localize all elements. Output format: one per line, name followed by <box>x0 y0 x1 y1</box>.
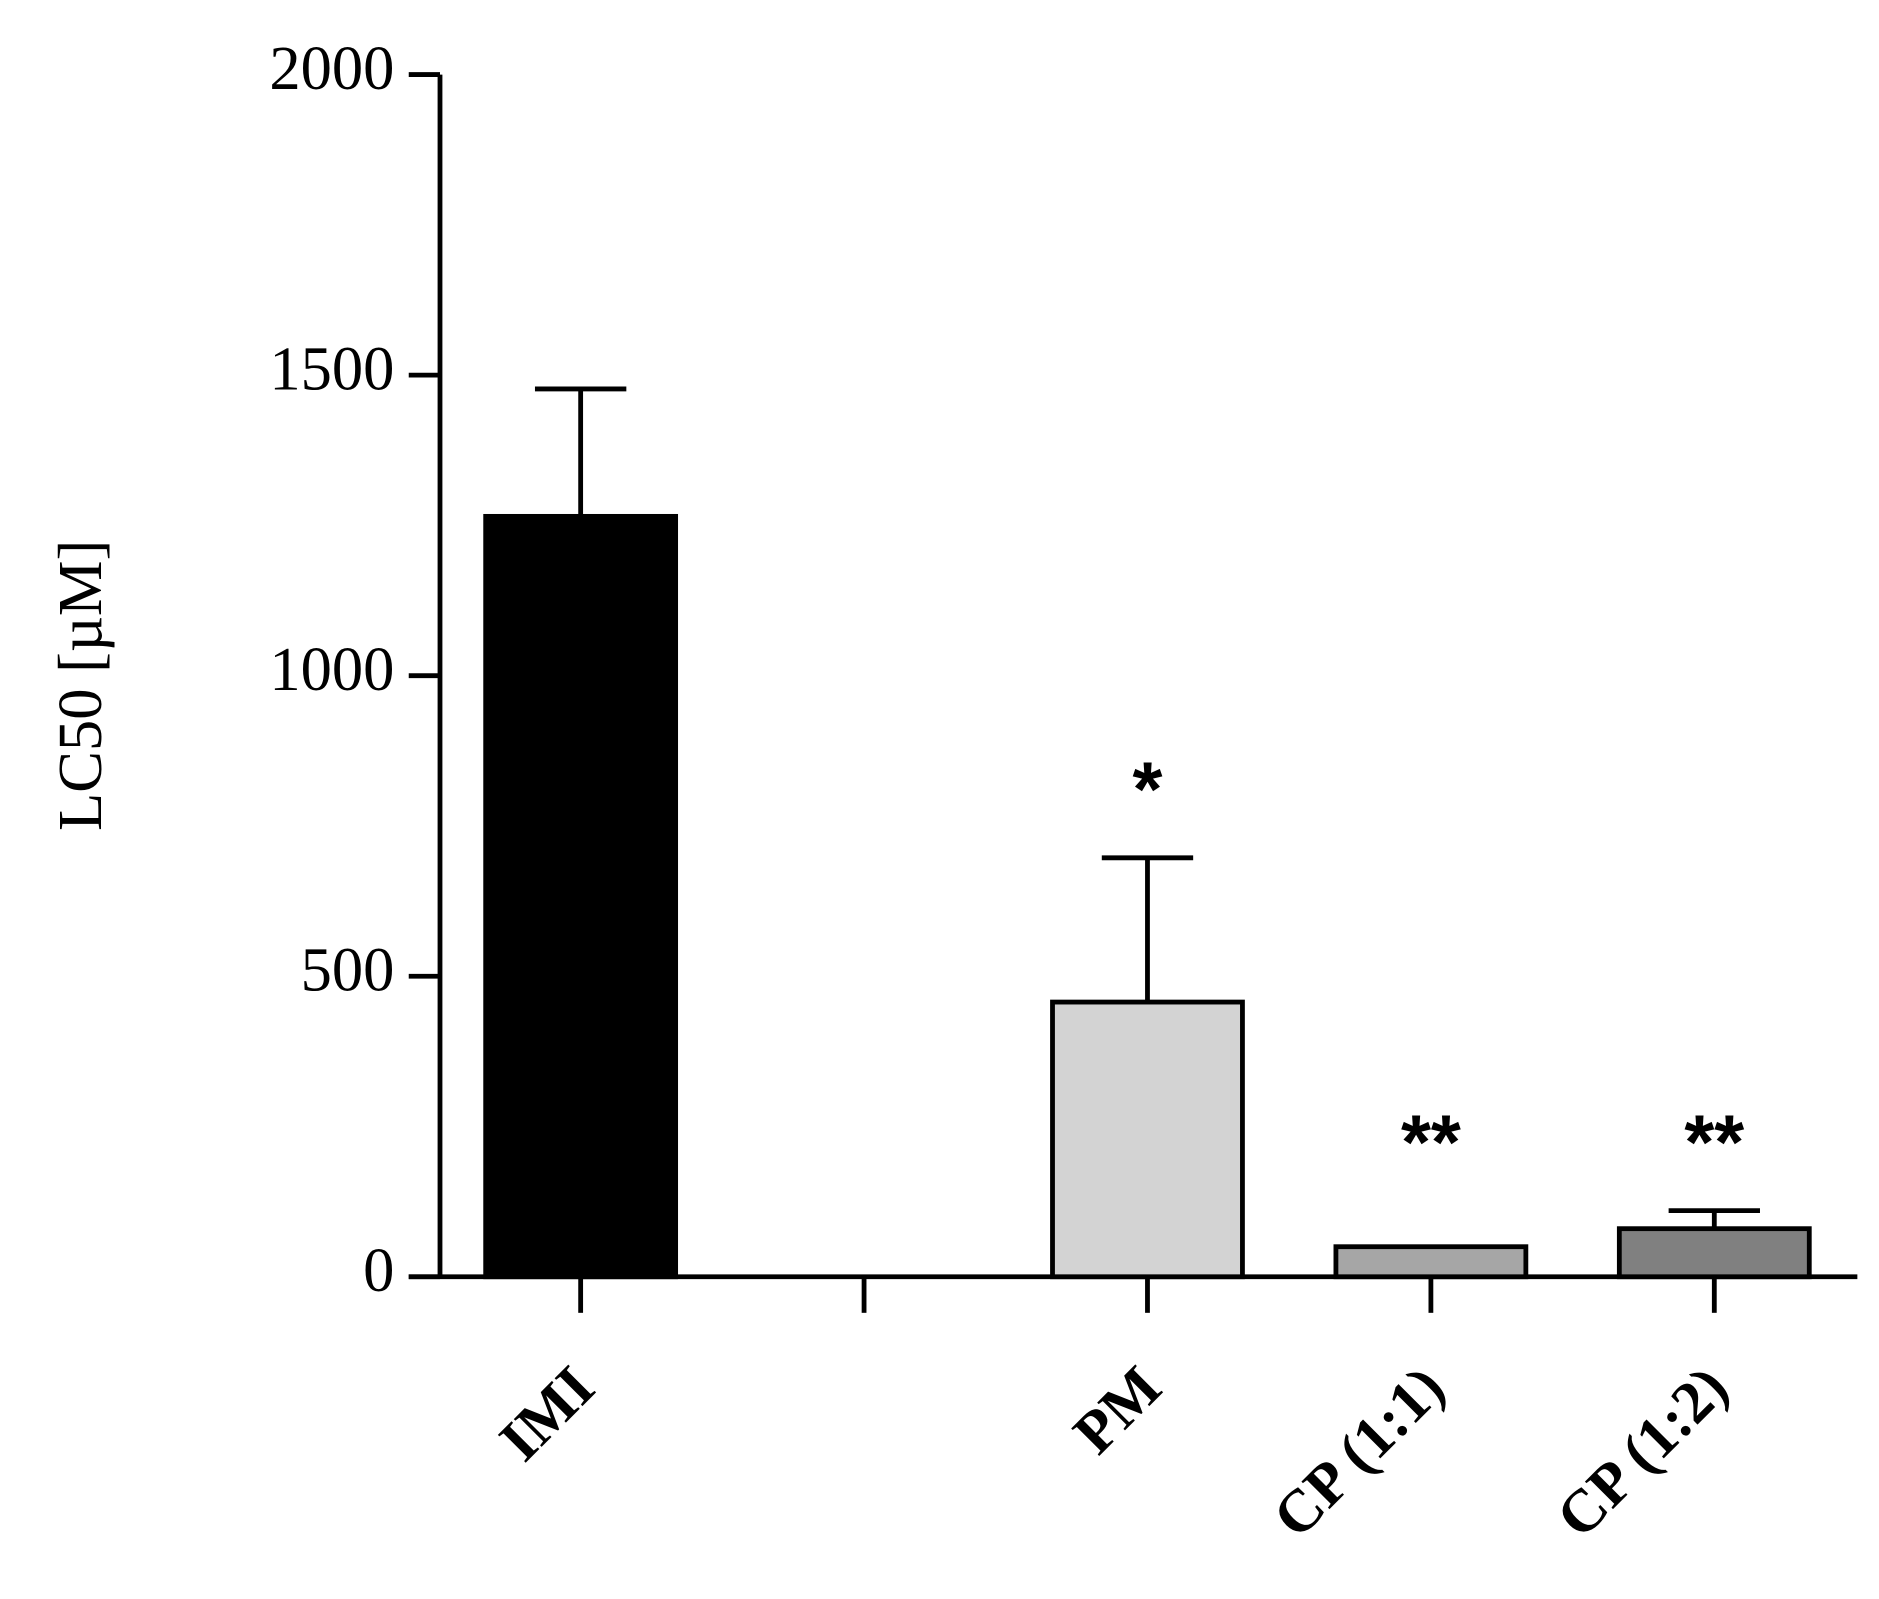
annotation: ** <box>1684 1100 1744 1186</box>
bar <box>483 513 679 1280</box>
y-tick-label: 2000 <box>269 33 394 103</box>
y-tick-label: 500 <box>301 935 395 1005</box>
x-tick-label: IMI <box>487 1353 608 1474</box>
bar <box>1616 1226 1812 1280</box>
y-tick-label: 1000 <box>269 634 394 704</box>
annotation: ** <box>1401 1100 1461 1186</box>
y-tick-label: 0 <box>363 1235 394 1305</box>
annotation: * <box>1133 747 1163 833</box>
bar <box>1050 999 1245 1280</box>
x-tick-label: PM <box>1061 1353 1174 1466</box>
y-tick-label: 1500 <box>269 333 394 403</box>
x-tick-label: CP (1:1) <box>1260 1353 1457 1550</box>
y-axis-label: LC50 [µM] <box>45 540 115 831</box>
bar <box>1333 1244 1529 1280</box>
x-tick-label: CP (1:2) <box>1544 1353 1741 1550</box>
